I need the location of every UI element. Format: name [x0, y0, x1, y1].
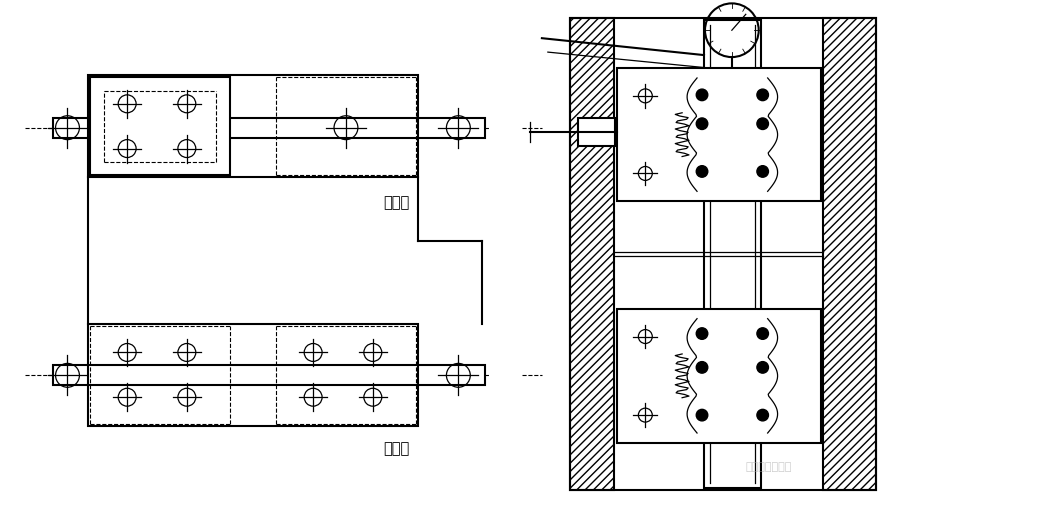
Circle shape — [757, 166, 768, 178]
Text: 従動側: 従動側 — [383, 194, 409, 209]
Bar — [577, 119, 616, 146]
Bar — [52, 119, 485, 138]
Circle shape — [696, 166, 708, 178]
Bar — [704, 21, 761, 488]
Circle shape — [696, 90, 708, 101]
Circle shape — [696, 328, 708, 340]
Circle shape — [696, 410, 708, 421]
Circle shape — [757, 362, 768, 374]
Circle shape — [757, 119, 768, 130]
Circle shape — [757, 328, 768, 340]
Circle shape — [757, 90, 768, 101]
Circle shape — [757, 410, 768, 421]
Bar — [570, 19, 876, 490]
Text: 基準側: 基準側 — [383, 441, 409, 456]
Circle shape — [696, 119, 708, 130]
Bar — [89, 76, 418, 178]
Circle shape — [696, 362, 708, 374]
Bar — [617, 309, 822, 443]
Bar — [89, 324, 418, 426]
Bar — [617, 69, 822, 202]
Bar — [52, 365, 485, 385]
Bar — [91, 78, 230, 176]
Bar — [824, 19, 876, 490]
Text: 伊比客工业集团: 伊比客工业集团 — [745, 461, 791, 471]
Bar — [570, 19, 615, 490]
